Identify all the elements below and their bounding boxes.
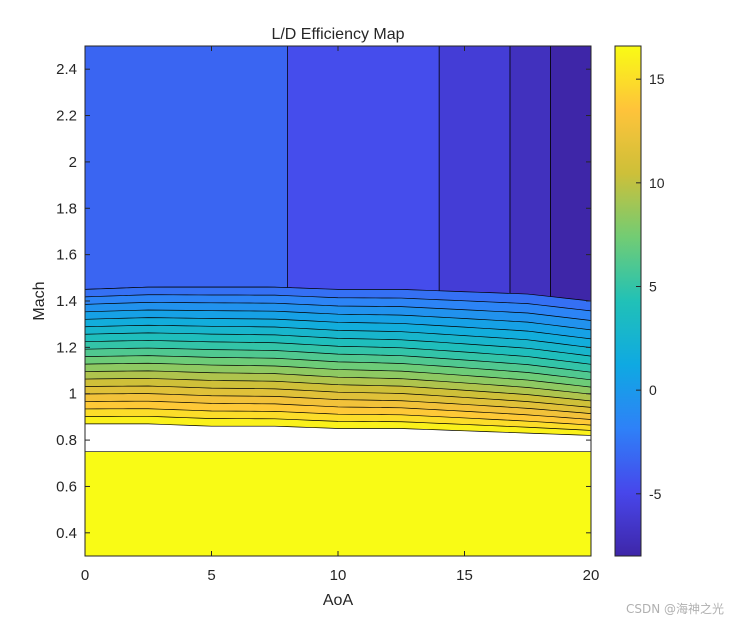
y-tick-label: 1.6: [56, 247, 77, 264]
contour-line: [85, 415, 591, 431]
upper-band-0: [85, 46, 288, 290]
transition-band: [85, 393, 591, 420]
y-tick-label: 0.8: [56, 432, 77, 449]
transition-band: [85, 408, 591, 431]
contour-fill: [85, 46, 591, 556]
transition-band: [85, 378, 591, 408]
y-tick-label: 2.4: [56, 61, 77, 78]
contour-line: [85, 302, 591, 321]
contour-line: [85, 347, 591, 373]
contour-line: [85, 370, 591, 395]
contour-lines: [85, 286, 591, 453]
y-tick-label: 1.4: [56, 293, 77, 310]
contour-line: [85, 408, 591, 426]
watermark: CSDN @海神之光: [625, 602, 724, 616]
y-tick-label: 1: [69, 386, 77, 403]
contour-line: [85, 324, 591, 348]
x-tick-label: 15: [456, 567, 473, 584]
transition-band: [85, 363, 591, 395]
colorbar-tick-label: 15: [649, 71, 665, 87]
x-tick-label: 20: [583, 567, 600, 584]
contour-line: [85, 423, 591, 436]
contour-line: [85, 317, 591, 340]
transition-band: [85, 401, 591, 426]
contour-line: [85, 385, 591, 408]
x-tick-label: 0: [81, 567, 89, 584]
upper-band-1: [287, 46, 440, 294]
transition-band: [85, 348, 591, 380]
y-tick-label: 0.4: [56, 525, 77, 542]
transition-band: [85, 355, 591, 388]
upper-band-3: [509, 46, 551, 304]
plateau-region: [85, 451, 591, 556]
y-axis-label: Mach: [31, 281, 48, 320]
transition-band: [85, 332, 591, 365]
colorbar-tick-label: -5: [649, 486, 662, 502]
transition-band: [85, 370, 591, 401]
transition-band: [85, 386, 591, 414]
transition-band: [85, 325, 591, 357]
colorbar-tick-label: 5: [649, 278, 657, 294]
y-tick-label: 0.6: [56, 478, 77, 495]
contour-line: [85, 362, 591, 388]
transition-band: [85, 309, 591, 339]
upper-band-4: [550, 46, 591, 320]
contour-line: [85, 340, 591, 365]
colorbar: [614, 45, 642, 557]
contour-line: [85, 309, 591, 331]
y-tick-label: 2.2: [56, 108, 77, 125]
transition-band: [85, 317, 591, 348]
x-tick-label: 10: [330, 567, 347, 584]
contour-line: [85, 400, 591, 420]
colorbar-tick-label: 10: [649, 175, 665, 191]
x-tick-label: 5: [207, 567, 215, 584]
y-tick-label: 1.8: [56, 200, 77, 217]
contour-line: [85, 286, 591, 302]
upper-band-2: [438, 46, 511, 299]
transition-band: [85, 294, 591, 321]
contour-line: [85, 355, 591, 381]
y-axis-ticks: 0.4 0.6 0.8 1 1.2 1.4 1.6 1.8 2 2.2 2.4: [56, 61, 591, 542]
x-axis-label: AoA: [323, 592, 354, 609]
contour-line: [85, 378, 591, 402]
contour-line: [85, 294, 591, 312]
y-tick-label: 2: [69, 154, 77, 171]
x-axis-ticks: 0 5 10 15 20: [81, 46, 600, 584]
colorbar-tick-label: 0: [649, 382, 657, 398]
transition-band: [85, 302, 591, 330]
contour-line: [85, 393, 591, 414]
y-tick-label: 1.2: [56, 339, 77, 356]
colorbar-ticks: -5 0 5 10 15: [636, 71, 665, 502]
transition-band: [85, 287, 591, 311]
transition-band: [85, 340, 591, 373]
contour-line: [85, 332, 591, 357]
chart-title: L/D Efficiency Map: [271, 26, 404, 43]
